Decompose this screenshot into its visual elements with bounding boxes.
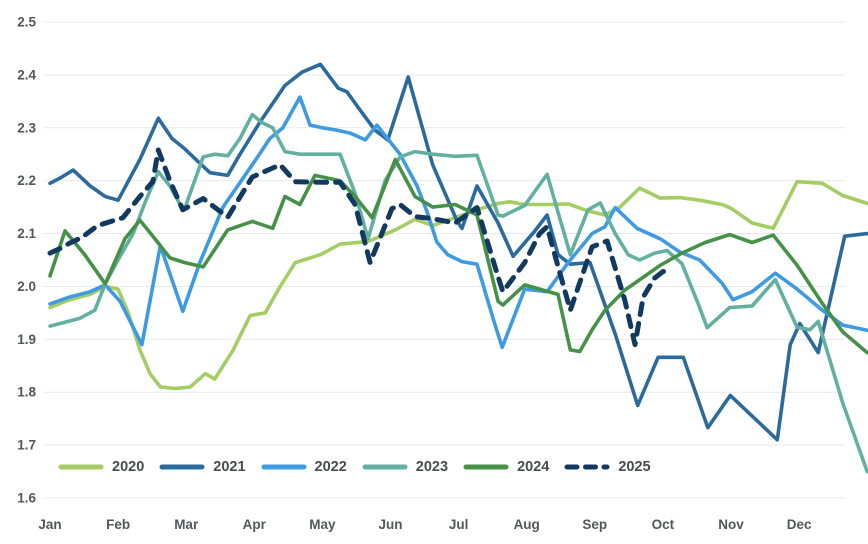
legend-swatch-2020 [58,464,104,470]
series-line-2025 [47,147,670,348]
x-axis-tick-label-nov: Nov [718,517,744,532]
chart-legend: 2020 2021 2022 2023 2024 2025 [58,459,651,475]
x-axis-tick-label-feb: Feb [106,517,130,532]
x-axis-tick-label-jan: Jan [38,517,61,532]
y-axis-tick-label: 2.4 [17,67,36,82]
x-axis-tick-label-may: May [309,517,336,532]
legend-label-2023: 2023 [415,459,449,475]
legend-swatch-2022 [261,464,307,470]
x-axis-tick-label-apr: Apr [243,517,267,532]
x-axis-tick-label-jul: Jul [449,517,469,532]
x-axis-tick-label-dec: Dec [787,517,812,532]
y-axis-tick-label: 1.7 [17,438,36,453]
x-axis-tick-label-jun: Jun [378,517,402,532]
legend-item-2020[interactable]: 2020 [58,459,144,475]
y-axis-tick-label: 2.2 [17,173,36,188]
x-axis-tick-label-mar: Mar [174,517,199,532]
y-axis-tick-label: 2.0 [17,279,36,294]
x-axis-tick-label-oct: Oct [652,517,675,532]
legend-swatch-2021 [159,464,205,470]
series-line-2024 [48,157,868,355]
legend-item-2025[interactable]: 2025 [564,459,651,475]
series-line-2023 [48,112,868,474]
y-axis-tick-label: 1.9 [17,332,36,347]
legend-label-2024: 2024 [517,459,550,475]
legend-label-2021: 2021 [213,459,246,475]
y-axis-tick-label: 2.1 [17,226,36,241]
y-axis-tick-label: 1.6 [17,491,36,506]
series-line-2021 [48,62,868,442]
series-line-2022 [48,95,868,350]
y-axis-tick-label: 2.3 [17,120,36,135]
legend-swatch-2023 [362,464,408,470]
legend-label-2022: 2022 [314,459,347,475]
legend-swatch-2024 [463,464,509,470]
series-line-2020 [48,179,868,391]
legend-item-2023[interactable]: 2023 [362,459,448,475]
y-axis-tick-label: 1.8 [17,385,36,400]
legend-label-2025: 2025 [618,459,651,475]
legend-swatch-2025 [564,464,610,470]
legend-item-2024[interactable]: 2024 [463,459,549,475]
legend-item-2022[interactable]: 2022 [261,459,347,475]
legend-label-2020: 2020 [112,459,145,475]
x-axis-tick-label-aug: Aug [514,517,540,532]
x-axis-tick-label-sep: Sep [582,517,607,532]
y-axis-tick-label: 2.5 [17,15,36,30]
legend-item-2021[interactable]: 2021 [159,459,246,475]
